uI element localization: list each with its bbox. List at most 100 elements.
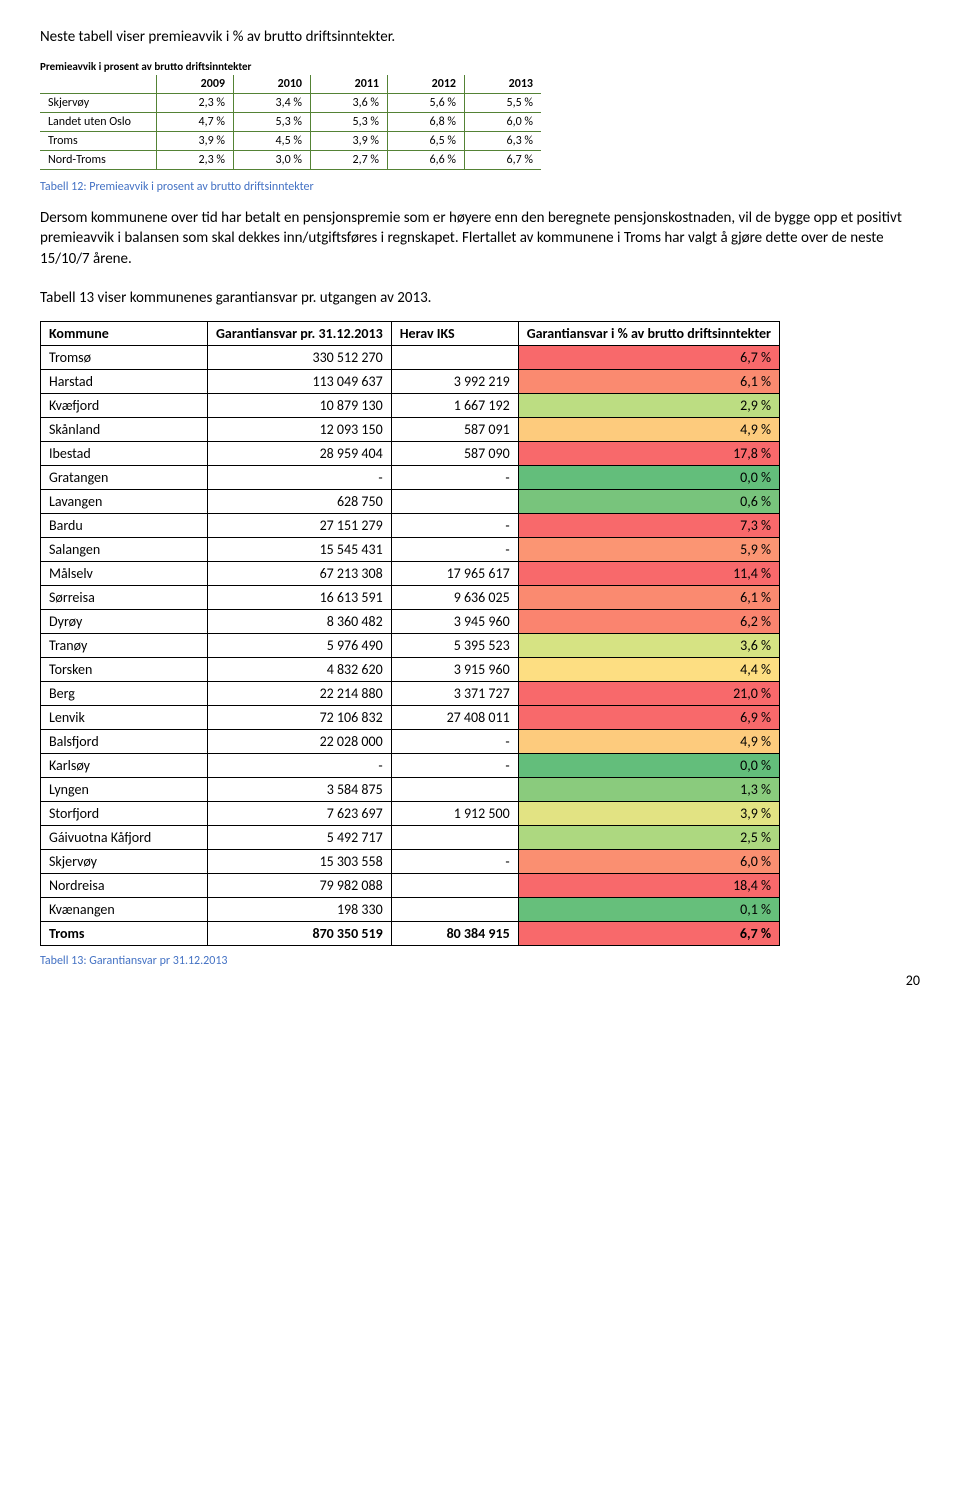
table2-header-pct: Garantiansvar i % av brutto driftsinntek… bbox=[518, 321, 779, 345]
table1-header-year: 2012 bbox=[388, 75, 465, 94]
pct-value: 5,9 % bbox=[518, 537, 779, 561]
iks-value bbox=[391, 777, 518, 801]
iks-value: 5 395 523 bbox=[391, 633, 518, 657]
iks-value: 3 915 960 bbox=[391, 657, 518, 681]
table-row: Målselv67 213 30817 965 61711,4 % bbox=[41, 561, 780, 585]
table-row: Lavangen628 7500,6 % bbox=[41, 489, 780, 513]
kommune-name: Gáivuotna Kåfjord bbox=[41, 825, 208, 849]
kommune-name: Kvæfjord bbox=[41, 393, 208, 417]
garanti-value: 67 213 308 bbox=[208, 561, 392, 585]
kommune-name: Dyrøy bbox=[41, 609, 208, 633]
row-value: 3,0 % bbox=[234, 151, 311, 170]
pct-value: 0,1 % bbox=[518, 897, 779, 921]
pct-value: 0,0 % bbox=[518, 753, 779, 777]
kommune-name: Karlsøy bbox=[41, 753, 208, 777]
pct-value: 6,9 % bbox=[518, 705, 779, 729]
body-paragraph: Dersom kommunene over tid har betalt en … bbox=[40, 208, 920, 269]
table1-caption: Tabell 12: Premieavvik i prosent av brut… bbox=[40, 180, 920, 194]
kommune-name: Lenvik bbox=[41, 705, 208, 729]
table-row: Balsfjord22 028 000-4,9 % bbox=[41, 729, 780, 753]
row-value: 5,3 % bbox=[234, 113, 311, 132]
pct-value: 21,0 % bbox=[518, 681, 779, 705]
kommune-name: Lyngen bbox=[41, 777, 208, 801]
pct-value: 6,0 % bbox=[518, 849, 779, 873]
table-row: Tranøy5 976 4905 395 5233,6 % bbox=[41, 633, 780, 657]
table-row: Lyngen3 584 8751,3 % bbox=[41, 777, 780, 801]
table-row: Storfjord7 623 6971 912 5003,9 % bbox=[41, 801, 780, 825]
iks-value: 3 371 727 bbox=[391, 681, 518, 705]
table-row: Sørreisa16 613 5919 636 0256,1 % bbox=[41, 585, 780, 609]
row-value: 6,3 % bbox=[465, 132, 542, 151]
iks-value bbox=[391, 825, 518, 849]
garanti-value: 628 750 bbox=[208, 489, 392, 513]
row-value: 6,0 % bbox=[465, 113, 542, 132]
kommune-name: Lavangen bbox=[41, 489, 208, 513]
row-value: 2,7 % bbox=[311, 151, 388, 170]
table-row: Harstad113 049 6373 992 2196,1 % bbox=[41, 369, 780, 393]
table-row: Nordreisa79 982 08818,4 % bbox=[41, 873, 780, 897]
iks-value: 587 091 bbox=[391, 417, 518, 441]
table2-caption: Tabell 13: Garantiansvar pr 31.12.2013 bbox=[40, 954, 920, 968]
table-row: Gratangen--0,0 % bbox=[41, 465, 780, 489]
pct-value: 4,4 % bbox=[518, 657, 779, 681]
kommune-name: Ibestad bbox=[41, 441, 208, 465]
kommune-name: Storfjord bbox=[41, 801, 208, 825]
garanti-value: 330 512 270 bbox=[208, 345, 392, 369]
iks-value: 17 965 617 bbox=[391, 561, 518, 585]
table-row: Lenvik72 106 83227 408 0116,9 % bbox=[41, 705, 780, 729]
table-row: Skjervøy15 303 558-6,0 % bbox=[41, 849, 780, 873]
kommune-name: Torsken bbox=[41, 657, 208, 681]
iks-value: 80 384 915 bbox=[391, 921, 518, 945]
garanti-value: 22 028 000 bbox=[208, 729, 392, 753]
table1-header-year: 2010 bbox=[234, 75, 311, 94]
garanti-value: - bbox=[208, 753, 392, 777]
garanti-value: 28 959 404 bbox=[208, 441, 392, 465]
garanti-value: 10 879 130 bbox=[208, 393, 392, 417]
row-value: 4,5 % bbox=[234, 132, 311, 151]
table-row: Dyrøy8 360 4823 945 9606,2 % bbox=[41, 609, 780, 633]
iks-value bbox=[391, 873, 518, 897]
page-number: 20 bbox=[40, 972, 920, 989]
table1-header-year: 2011 bbox=[311, 75, 388, 94]
table1-header-blank bbox=[40, 75, 157, 94]
table1-title: Premieavvik i prosent av brutto driftsin… bbox=[40, 60, 920, 73]
pct-value: 3,9 % bbox=[518, 801, 779, 825]
pct-value: 6,2 % bbox=[518, 609, 779, 633]
garanti-value: 113 049 637 bbox=[208, 369, 392, 393]
table2-header-garanti: Garantiansvar pr. 31.12.2013 bbox=[208, 321, 392, 345]
garanti-value: 15 303 558 bbox=[208, 849, 392, 873]
iks-value: 587 090 bbox=[391, 441, 518, 465]
table-row: Kvæfjord10 879 1301 667 1922,9 % bbox=[41, 393, 780, 417]
table-row: Torsken4 832 6203 915 9604,4 % bbox=[41, 657, 780, 681]
row-value: 3,9 % bbox=[157, 132, 234, 151]
garanti-value: 27 151 279 bbox=[208, 513, 392, 537]
kommune-name: Målselv bbox=[41, 561, 208, 585]
table-row: Skånland12 093 150587 0914,9 % bbox=[41, 417, 780, 441]
pct-value: 6,7 % bbox=[518, 921, 779, 945]
kommune-name: Harstad bbox=[41, 369, 208, 393]
row-name: Skjervøy bbox=[40, 94, 157, 113]
pct-value: 4,9 % bbox=[518, 729, 779, 753]
row-value: 6,8 % bbox=[388, 113, 465, 132]
garanti-value: 870 350 519 bbox=[208, 921, 392, 945]
table2-intro: Tabell 13 viser kommunenes garantiansvar… bbox=[40, 289, 920, 307]
row-value: 4,7 % bbox=[157, 113, 234, 132]
iks-value bbox=[391, 345, 518, 369]
pct-value: 18,4 % bbox=[518, 873, 779, 897]
kommune-name: Skånland bbox=[41, 417, 208, 441]
intro-text: Neste tabell viser premieavvik i % av br… bbox=[40, 28, 920, 46]
iks-value bbox=[391, 489, 518, 513]
garanti-value: 4 832 620 bbox=[208, 657, 392, 681]
kommune-name: Tranøy bbox=[41, 633, 208, 657]
row-value: 5,5 % bbox=[465, 94, 542, 113]
garanti-value: 72 106 832 bbox=[208, 705, 392, 729]
iks-value: 3 945 960 bbox=[391, 609, 518, 633]
row-value: 5,3 % bbox=[311, 113, 388, 132]
table-row: Landet uten Oslo4,7 %5,3 %5,3 %6,8 %6,0 … bbox=[40, 113, 541, 132]
kommune-name: Bardu bbox=[41, 513, 208, 537]
row-name: Troms bbox=[40, 132, 157, 151]
table-row: Salangen15 545 431-5,9 % bbox=[41, 537, 780, 561]
table-row: Bardu27 151 279-7,3 % bbox=[41, 513, 780, 537]
pct-value: 2,5 % bbox=[518, 825, 779, 849]
table-row: Karlsøy--0,0 % bbox=[41, 753, 780, 777]
